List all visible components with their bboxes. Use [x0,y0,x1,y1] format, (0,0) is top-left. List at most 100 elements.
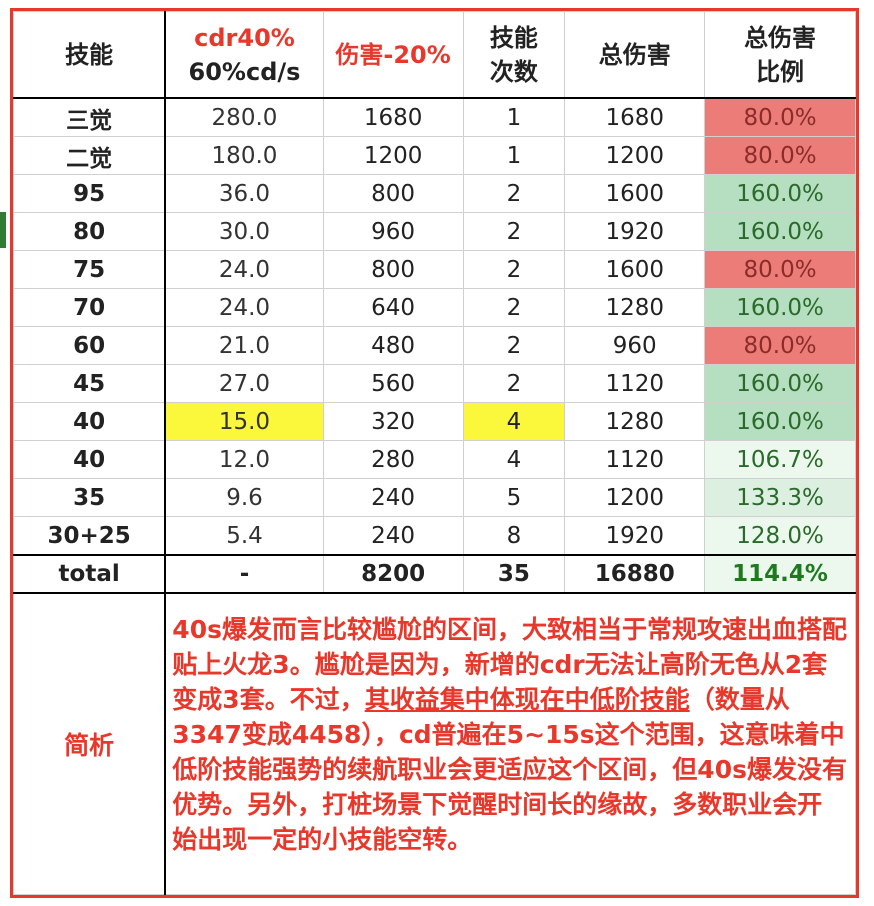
cell-skill: 三觉 [13,97,167,137]
cell-damage: 320 [322,402,464,441]
header-total-damage: 总伤害 [564,11,706,99]
header-cdr-line1: cdr40% [194,23,295,52]
row-marker [0,212,6,248]
total-ratio: 114.4% [704,554,856,594]
cell-ratio: 80.0% [704,250,856,289]
cell-cd: 180.0 [164,136,324,175]
note-text-underlined: 其收益集中体现在中低阶技能 [364,685,690,714]
cell-count: 2 [462,326,566,365]
cell-cd: 5.4 [164,516,324,556]
cell-total-damage: 1920 [564,212,706,251]
header-count-line1: 技能 [489,23,538,52]
cell-damage: 800 [322,174,464,213]
cell-damage: 240 [322,516,464,556]
cell-skill: 40 [13,440,167,479]
cell-damage: 280 [322,440,464,479]
total-label: total [13,554,167,594]
total-count: 35 [462,554,566,594]
cell-total-damage: 1600 [564,250,706,289]
cell-count: 2 [462,212,566,251]
cell-damage: 960 [322,212,464,251]
cell-cd: 15.0 [164,402,324,441]
note-label: 简析 [13,592,167,895]
cell-total-damage: 1280 [564,288,706,327]
cell-total-damage: 1120 [564,364,706,403]
cell-count: 2 [462,364,566,403]
cell-ratio: 160.0% [704,402,856,441]
table-row: 40 15.0 320 4 1280 160.0% [13,402,856,441]
cell-cd: 24.0 [164,250,324,289]
cell-ratio: 160.0% [704,212,856,251]
cell-cd: 30.0 [164,212,324,251]
cell-skill: 70 [13,288,167,327]
cell-total-damage: 1120 [564,440,706,479]
cell-count: 2 [462,250,566,289]
cell-count: 1 [462,136,566,175]
cell-cd: 36.0 [164,174,324,213]
cell-skill: 75 [13,250,167,289]
cell-ratio: 160.0% [704,174,856,213]
table-row: 35 9.6 240 5 1200 133.3% [13,478,856,517]
cell-total-damage: 1200 [564,136,706,175]
cell-skill: 60 [13,326,167,365]
header-ratio-line2: 比例 [756,57,805,86]
cell-cd: 280.0 [164,97,324,137]
cell-damage: 1200 [322,136,464,175]
cell-count: 5 [462,478,566,517]
cell-ratio: 128.0% [704,516,856,556]
note-row: 简析 40s爆发而言比较尴尬的区间，大致相当于常规攻速出血搭配贴上火龙3。尴尬是… [13,592,857,895]
total-row: total - 8200 35 16880 114.4% [13,554,856,594]
cell-ratio: 160.0% [704,288,856,327]
cell-ratio: 80.0% [704,326,856,365]
header-row: 技能 cdr40% 60%cd/s 伤害-20% 技能 次数 总伤害 总伤害 比… [13,11,856,99]
cell-skill: 45 [13,364,167,403]
cell-damage: 560 [322,364,464,403]
cell-total-damage: 1920 [564,516,706,556]
table-row: 45 27.0 560 2 1120 160.0% [13,364,856,403]
cell-skill: 80 [13,212,167,251]
cell-damage: 1680 [322,97,464,137]
cell-total-damage: 1600 [564,174,706,213]
cell-cd: 12.0 [164,440,324,479]
note-text: 40s爆发而言比较尴尬的区间，大致相当于常规攻速出血搭配贴上火龙3。尴尬是因为，… [164,592,857,895]
table-body: 三觉 280.0 1680 1 1680 80.0% 二觉 180.0 1200 1 1200 80.… [13,97,856,556]
spreadsheet-frame: 技能 cdr40% 60%cd/s 伤害-20% 技能 次数 总伤害 总伤害 比… [10,8,859,898]
cell-count: 4 [462,440,566,479]
table-row: 60 21.0 480 2 960 80.0% [13,326,856,365]
cell-skill: 95 [13,174,167,213]
skill-damage-table: 技能 cdr40% 60%cd/s 伤害-20% 技能 次数 总伤害 总伤害 比… [13,11,857,895]
table-row: 95 36.0 800 2 1600 160.0% [13,174,856,213]
table-row: 三觉 280.0 1680 1 1680 80.0% [13,97,856,137]
cell-total-damage: 1280 [564,402,706,441]
cell-count: 1 [462,97,566,137]
cell-ratio: 80.0% [704,97,856,137]
total-cd: - [164,554,324,594]
cell-skill: 二觉 [13,136,167,175]
cell-count: 2 [462,174,566,213]
table-row: 75 24.0 800 2 1600 80.0% [13,250,856,289]
cell-damage: 640 [322,288,464,327]
table-row: 70 24.0 640 2 1280 160.0% [13,288,856,327]
cell-skill: 30+25 [13,516,167,556]
cell-count: 2 [462,288,566,327]
cell-total-damage: 960 [564,326,706,365]
cell-cd: 9.6 [164,478,324,517]
cell-cd: 24.0 [164,288,324,327]
cell-damage: 480 [322,326,464,365]
cell-ratio: 80.0% [704,136,856,175]
table-row: 80 30.0 960 2 1920 160.0% [13,212,856,251]
cell-ratio: 106.7% [704,440,856,479]
cell-skill: 40 [13,402,167,441]
note-text-before: 40s爆发而言比较尴尬的区间，大致相当于常规攻速出血搭配贴上火龙3。尴尬是因为，… [172,615,847,714]
table-row: 40 12.0 280 4 1120 106.7% [13,440,856,479]
cell-damage: 240 [322,478,464,517]
cell-count: 8 [462,516,566,556]
cell-count: 4 [462,402,566,441]
header-ratio-line1: 总伤害 [744,23,817,52]
header-skill: 技能 [13,11,167,99]
cell-total-damage: 1200 [564,478,706,517]
header-count: 技能 次数 [462,11,566,99]
header-ratio: 总伤害 比例 [704,11,856,99]
header-cdr: cdr40% 60%cd/s [164,11,324,99]
table-row: 二觉 180.0 1200 1 1200 80.0% [13,136,856,175]
